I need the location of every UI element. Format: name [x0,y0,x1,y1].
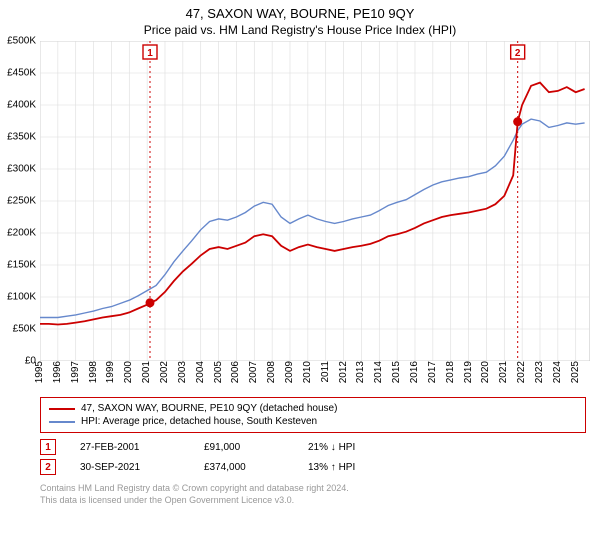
chart-title-line1: 47, SAXON WAY, BOURNE, PE10 9QY [0,0,600,21]
x-tick-label: 2011 [320,361,331,383]
legend-label: 47, SAXON WAY, BOURNE, PE10 9QY (detache… [81,403,337,414]
x-tick-label: 2004 [195,361,206,383]
x-tick-label: 2000 [123,361,134,383]
event-date: 30-SEP-2021 [80,462,180,473]
y-tick-label: £100K [7,292,40,303]
footer-line2: This data is licensed under the Open Gov… [40,495,586,507]
footer-line1: Contains HM Land Registry data © Crown c… [40,483,586,495]
x-tick-label: 2002 [159,361,170,383]
x-tick-label: 2023 [534,361,545,383]
svg-text:1: 1 [147,48,153,59]
legend-box: 47, SAXON WAY, BOURNE, PE10 9QY (detache… [40,397,586,433]
x-tick-label: 2020 [480,361,491,383]
event-row-1: 1 27-FEB-2001 £91,000 21% ↓ HPI [40,437,586,457]
y-tick-label: £400K [7,100,40,111]
svg-text:2: 2 [515,48,521,59]
x-tick-label: 2006 [230,361,241,383]
x-tick-label: 2015 [391,361,402,383]
x-tick-label: 1997 [70,361,81,383]
event-delta: 13% ↑ HPI [308,462,378,473]
x-tick-label: 2001 [141,361,152,383]
x-tick-label: 2003 [177,361,188,383]
x-tick-label: 1996 [52,361,63,383]
event-delta: 21% ↓ HPI [308,442,378,453]
event-row-2: 2 30-SEP-2021 £374,000 13% ↑ HPI [40,457,586,477]
event-date: 27-FEB-2001 [80,442,180,453]
chart-container: { "titles": { "line1": "47, SAXON WAY, B… [0,0,600,560]
legend-row-hpi: HPI: Average price, detached house, Sout… [49,415,577,428]
y-tick-label: £200K [7,228,40,239]
x-tick-label: 2013 [355,361,366,383]
y-tick-label: £250K [7,196,40,207]
y-tick-label: £500K [7,36,40,47]
event-price: £374,000 [204,462,284,473]
legend-row-property: 47, SAXON WAY, BOURNE, PE10 9QY (detache… [49,402,577,415]
x-tick-label: 1995 [34,361,45,383]
x-tick-label: 1998 [88,361,99,383]
event-table: 1 27-FEB-2001 £91,000 21% ↓ HPI 2 30-SEP-2021… [40,437,586,477]
x-tick-label: 2014 [373,361,384,383]
y-tick-label: £350K [7,132,40,143]
y-tick-label: £50K [13,324,40,335]
y-tick-label: £450K [7,68,40,79]
x-tick-label: 2019 [463,361,474,383]
x-tick-label: 2010 [302,361,313,383]
event-index-box: 2 [40,459,56,475]
x-tick-label: 2012 [338,361,349,383]
chart-title-line2: Price paid vs. HM Land Registry's House … [0,21,600,41]
x-tick-label: 2009 [284,361,295,383]
x-tick-label: 1999 [105,361,116,383]
x-tick-label: 2005 [213,361,224,383]
x-tick-label: 2024 [552,361,563,383]
chart-plot-area: 12£0£50K£100K£150K£200K£250K£300K£350K£4… [40,41,590,361]
y-tick-label: £150K [7,260,40,271]
legend-swatch [49,408,75,410]
x-tick-label: 2007 [248,361,259,383]
event-price: £91,000 [204,442,284,453]
x-tick-label: 2016 [409,361,420,383]
legend-swatch [49,421,75,423]
x-tick-label: 2018 [445,361,456,383]
x-tick-label: 2022 [516,361,527,383]
legend-label: HPI: Average price, detached house, Sout… [81,416,317,427]
license-footer: Contains HM Land Registry data © Crown c… [40,483,586,506]
x-tick-label: 2025 [570,361,581,383]
x-tick-label: 2008 [266,361,277,383]
x-tick-label: 2017 [427,361,438,383]
event-index-box: 1 [40,439,56,455]
x-tick-label: 2021 [498,361,509,383]
y-tick-label: £300K [7,164,40,175]
